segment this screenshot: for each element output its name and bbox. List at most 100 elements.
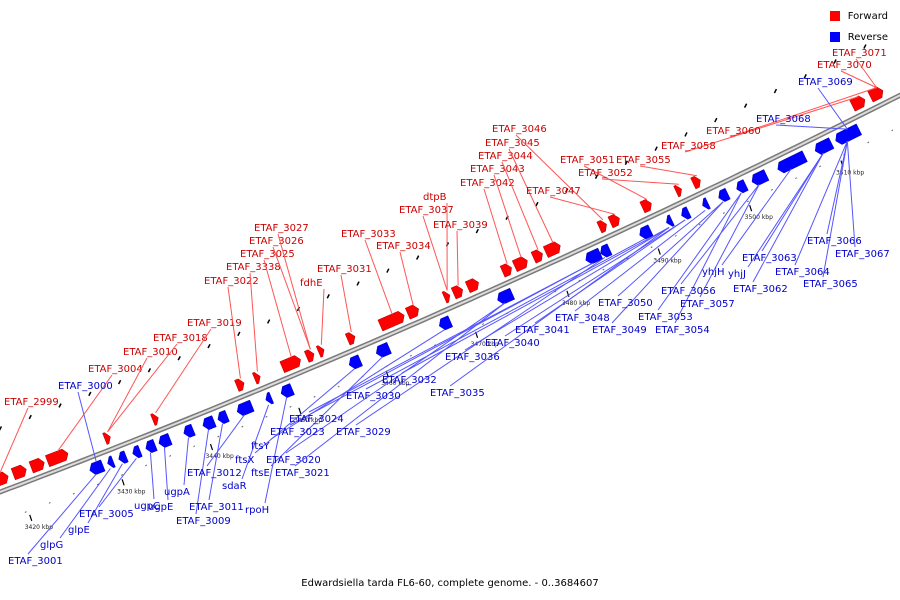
legend: Forward Reverse <box>829 9 888 51</box>
forward-gene-label: ETAF_3010 <box>123 347 178 358</box>
reverse-gene-label: ETAF_3012 <box>187 468 242 479</box>
forward-gene-label: ETAF_3047 <box>526 186 581 197</box>
scale-minor-tick <box>554 290 557 293</box>
reverse-leader-line <box>294 302 506 467</box>
reverse-gene-label: glpG <box>40 540 63 551</box>
reverse-gene-label: ETAF_3065 <box>803 279 858 290</box>
reverse-leader-line <box>674 192 742 324</box>
forward-leader-line <box>601 178 679 185</box>
forward-leader-line <box>107 357 148 433</box>
scale-minor-tick <box>217 435 220 438</box>
reverse-leader-line <box>721 168 792 266</box>
scale-minor-tick <box>24 511 27 513</box>
feature-mark <box>535 201 539 207</box>
forward-gene <box>690 176 701 190</box>
forward-gene-label: ETAF_3051 <box>560 155 615 166</box>
reverse-gene-label: ugpE <box>148 502 173 513</box>
forward-gene-label: ETAF_3019 <box>187 318 242 329</box>
forward-gene-label: ETAF_3042 <box>460 178 515 189</box>
forward-gene <box>251 372 261 385</box>
forward-gene-label: ETAF_3071 <box>832 48 887 59</box>
feature-mark <box>207 343 211 349</box>
reverse-gene <box>158 432 173 448</box>
feature-mark <box>565 188 569 193</box>
scale-minor-tick <box>867 141 870 144</box>
reverse-gene-label: ftsE <box>251 468 270 479</box>
reverse-gene-label: ftsY <box>251 441 270 452</box>
forward-gene-label: ETAF_3045 <box>485 138 540 149</box>
reverse-gene <box>132 444 143 459</box>
reverse-gene-label: ETAF_3069 <box>798 77 853 88</box>
forward-leader-line <box>501 161 539 250</box>
scale-tick-label: 3500 kbp <box>745 214 773 221</box>
forward-gene <box>673 185 682 198</box>
forward-gene <box>28 457 45 474</box>
forward-gene-label: ETAF_3025 <box>240 249 295 260</box>
forward-gene <box>404 304 419 320</box>
reverse-gene <box>202 415 217 430</box>
reverse-leader-line <box>680 184 760 285</box>
reverse-gene-label: ETAF_3066 <box>807 236 862 247</box>
forward-gene <box>639 199 652 214</box>
legend-forward-label: Forward <box>847 10 888 22</box>
scale-minor-tick <box>193 445 196 448</box>
feature-mark <box>117 379 122 385</box>
reverse-gene-label: ETAF_3024 <box>289 414 344 425</box>
reverse-gene-label: ETAF_3001 <box>8 556 63 567</box>
forward-leader-line <box>684 96 859 153</box>
forward-leader-line <box>399 251 414 306</box>
feature-mark <box>684 132 688 137</box>
forward-leader-line <box>549 196 616 215</box>
scale-minor-tick <box>169 454 172 457</box>
forward-gene <box>150 413 159 426</box>
scale-minor-tick <box>698 223 701 226</box>
reverse-swatch <box>829 32 840 42</box>
scale-minor-tick <box>650 246 653 249</box>
scale-minor-tick <box>289 405 292 408</box>
scale-tick-label: 3480 kbp <box>562 300 590 307</box>
reverse-gene-label: rpoH <box>245 505 269 516</box>
forward-gene <box>511 256 528 273</box>
scale-tick-label: 3470 kbp <box>471 341 499 348</box>
reverse-gene <box>585 247 604 265</box>
forward-leader-line <box>583 165 648 200</box>
scale-minor-tick <box>770 188 774 191</box>
reverse-leader-line <box>270 356 384 467</box>
reverse-leader-line <box>365 238 646 390</box>
reverse-gene <box>600 243 613 258</box>
forward-gene-label: ETAF_2999 <box>4 397 59 408</box>
forward-gene-label: ETAF_3043 <box>470 164 525 175</box>
forward-gene-label: ETAF_3058 <box>661 141 716 152</box>
reverse-gene <box>666 214 675 227</box>
scale-tick <box>749 204 753 212</box>
reverse-gene <box>439 315 454 331</box>
reverse-gene <box>736 179 749 194</box>
reverse-gene <box>497 287 516 305</box>
reverse-gene-label: yhjH <box>702 267 725 278</box>
legend-item-reverse: Reverse <box>829 30 888 44</box>
feature-mark <box>654 146 658 151</box>
reverse-leader-line <box>208 423 224 501</box>
reverse-gene <box>777 150 808 174</box>
legend-reverse-label: Reverse <box>847 31 888 43</box>
reverse-gene <box>814 137 835 155</box>
forward-gene-label: ETAF_3033 <box>341 229 396 240</box>
reverse-gene-label: ETAF_3062 <box>733 284 788 295</box>
reverse-leader-line <box>657 192 742 311</box>
reverse-gene-label: ETAF_3048 <box>555 313 610 324</box>
reverse-gene-label: ETAF_3056 <box>661 286 716 297</box>
scale-minor-tick <box>145 464 148 467</box>
scale-minor-tick <box>602 268 605 271</box>
forward-leader-line <box>227 286 241 379</box>
forward-leader-line <box>483 188 508 264</box>
scale-minor-tick <box>48 501 51 504</box>
feature-mark <box>237 331 241 337</box>
reverse-leader-line <box>195 429 210 515</box>
reverse-gene-label: ETAF_3040 <box>485 338 540 349</box>
scale-tick <box>566 290 570 298</box>
reverse-leader-line <box>77 391 97 463</box>
reverse-gene <box>376 341 392 358</box>
scale-minor-tick <box>674 234 677 237</box>
reverse-leader-line <box>206 414 245 467</box>
